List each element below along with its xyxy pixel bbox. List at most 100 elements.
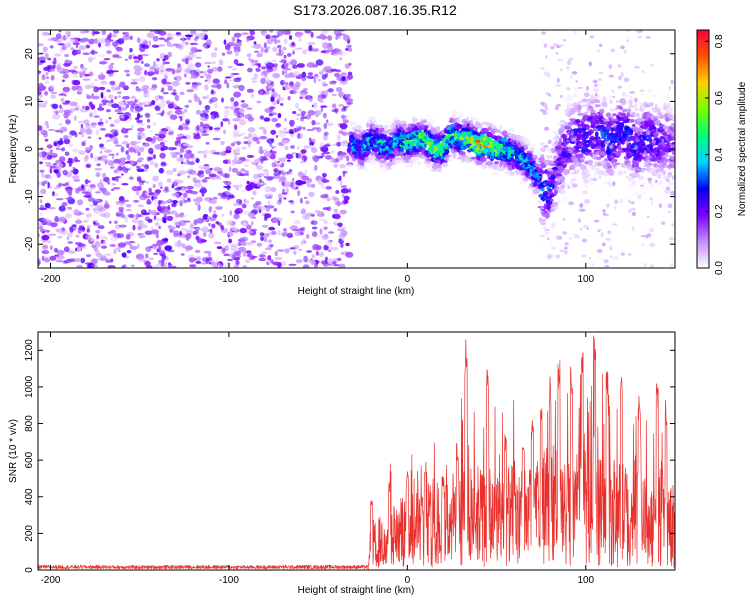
spectrogram-faint-cell <box>646 215 650 218</box>
spectrogram-signal-cell <box>475 117 479 122</box>
spectrogram-noise-cell <box>94 167 103 171</box>
spectrogram-noise-cell <box>246 53 252 58</box>
spectrogram-noise-cell <box>99 118 103 122</box>
spectrogram-faint-cell <box>588 256 591 260</box>
spectrogram-noise-cell <box>342 105 349 109</box>
spectrogram-noise-cell <box>74 156 78 163</box>
spectrogram-signal-cell <box>383 124 390 129</box>
colorbar-tick-label: 0.4 <box>714 147 725 161</box>
spectrogram-signal-cell <box>668 108 674 111</box>
spectrogram-noise-cell <box>210 228 213 234</box>
spectrogram-noise-cell <box>197 172 205 178</box>
spectrogram-noise-cell <box>118 200 126 204</box>
spectrogram-signal-cell <box>436 168 442 173</box>
spectrogram-noise-cell <box>99 186 105 192</box>
spectrogram-noise-cell <box>289 119 295 127</box>
spectrogram-noise-cell <box>131 54 136 57</box>
spectrogram-noise-cell <box>239 119 247 126</box>
spectrogram-signal-cell <box>660 140 666 146</box>
spectrogram-noise-cell <box>184 104 190 108</box>
spectrogram-noise-cell <box>96 234 100 240</box>
spectrogram-faint-cell <box>668 236 675 241</box>
spectrogram-faint-cell <box>587 108 592 113</box>
spectrogram-noise-cell <box>277 229 281 236</box>
spectrogram-signal-cell <box>501 130 508 135</box>
spectrogram-signal-cell <box>658 192 663 197</box>
spectrogram-faint-cell <box>627 253 632 256</box>
spectrogram-faint-cell <box>630 207 636 211</box>
spectrogram-noise-cell <box>75 235 80 238</box>
spectrogram-noise-cell <box>148 147 154 155</box>
spectrogram-noise-cell <box>300 118 304 122</box>
spectrogram-noise-cell <box>141 88 148 92</box>
spectrogram-noise-cell <box>256 165 264 171</box>
spectrogram-noise-cell <box>206 94 210 100</box>
spectrogram-noise-cell <box>57 67 66 74</box>
spectrogram-noise-cell <box>148 257 155 260</box>
spectrogram-noise-cell <box>265 85 274 90</box>
spectrogram-noise-cell <box>202 96 207 100</box>
spectrogram-noise-cell <box>211 89 214 95</box>
spectrogram-noise-cell <box>161 258 165 263</box>
spectrogram-noise-cell <box>275 53 283 56</box>
spectrogram-faint-cell <box>576 168 580 173</box>
spectrogram-noise-cell <box>92 95 100 100</box>
spectrogram-noise-cell <box>114 96 118 100</box>
spectrogram-noise-cell <box>195 62 202 68</box>
spectrogram-noise-cell <box>260 47 264 53</box>
spectrogram-signal-cell <box>533 188 540 194</box>
spectrogram-noise-cell <box>65 42 72 48</box>
spectrogram-signal-cell <box>503 134 510 138</box>
spectrogram-noise-cell <box>306 250 312 253</box>
spectrogram-noise-cell <box>161 78 167 85</box>
spectrogram-faint-cell <box>543 183 547 186</box>
spectrogram-noise-cell <box>189 222 194 225</box>
spectrogram-noise-cell <box>341 200 348 205</box>
spectrogram-noise-cell <box>241 146 248 150</box>
spectrogram-signal-cell <box>394 119 401 125</box>
spectrogram-noise-cell <box>237 115 241 119</box>
spectrogram-noise-cell <box>98 74 106 80</box>
snr-y-label: SNR (10 * v/v) <box>8 419 19 483</box>
spectrogram-noise-cell <box>99 60 108 65</box>
spectrogram-noise-cell <box>319 100 324 103</box>
spectrogram-noise-cell <box>138 132 146 137</box>
spectrogram-noise-cell <box>95 128 100 136</box>
spectrogram-noise-cell <box>84 146 92 150</box>
spectrogram-noise-cell <box>137 151 141 156</box>
spectrogram-signal-cell <box>577 153 584 158</box>
spectrogram-noise-cell <box>196 172 202 176</box>
spectrogram-signal-cell <box>530 186 535 191</box>
spectrogram-faint-cell <box>550 46 555 50</box>
spectrogram-faint-cell <box>539 234 545 238</box>
spectrogram-signal-cell <box>664 177 668 180</box>
spectrogram-noise-cell <box>42 244 48 250</box>
spectrogram-noise-cell <box>114 109 122 113</box>
spectrogram-faint-cell <box>667 203 673 209</box>
spectrogram-noise-cell <box>266 200 272 205</box>
spectrogram-signal-cell <box>494 161 499 165</box>
spectrogram-noise-cell <box>328 160 337 163</box>
spectrogram-noise-cell <box>109 244 117 247</box>
spectrogram-signal-cell <box>595 131 599 138</box>
spectrogram-noise-cell <box>126 128 133 131</box>
spectrogram-noise-cell <box>121 127 125 132</box>
spectrogram-faint-cell <box>568 201 574 206</box>
spectrogram-faint-cell <box>611 89 614 93</box>
spectrogram-signal-cell <box>503 167 510 170</box>
spectrogram-noise-cell <box>214 128 220 133</box>
spectrogram-noise-cell <box>99 143 105 148</box>
spectrogram-signal-cell <box>379 162 384 168</box>
spectrogram-noise-cell <box>58 205 66 212</box>
spectrogram-noise-cell <box>39 169 45 173</box>
spectrogram-noise-cell <box>284 73 292 78</box>
spectrogram-faint-cell <box>659 203 662 208</box>
spectrogram-faint-cell <box>590 100 595 105</box>
spectrogram-noise-cell <box>289 130 294 135</box>
spectrogram-noise-cell <box>181 187 185 193</box>
spectrogram-noise-cell <box>312 231 318 236</box>
spectrogram-noise-cell <box>236 171 243 176</box>
spectrogram-noise-cell <box>300 149 307 154</box>
spectrogram-noise-cell <box>234 152 241 156</box>
spectrogram-noise-cell <box>144 230 153 236</box>
